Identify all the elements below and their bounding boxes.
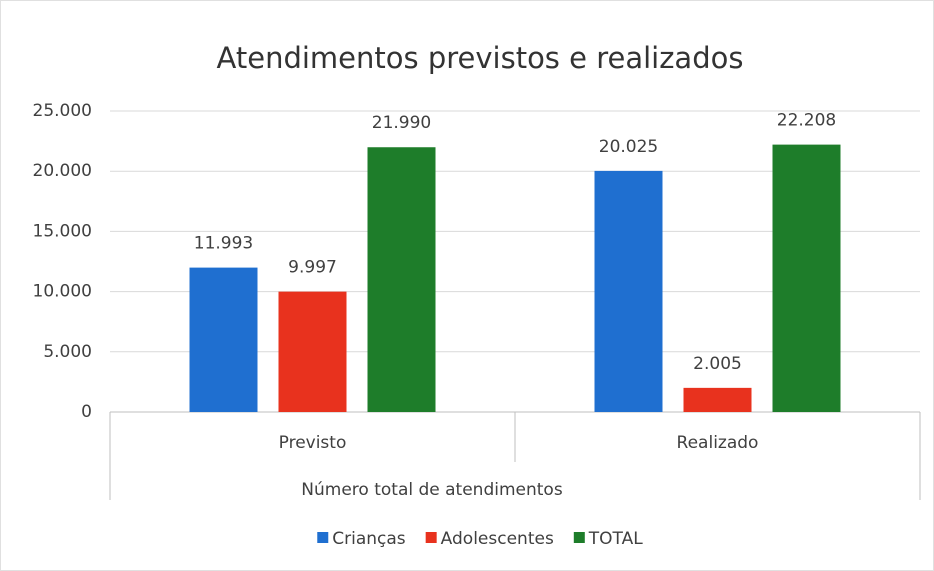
data-label: 2.005 bbox=[693, 354, 742, 374]
legend-label: TOTAL bbox=[588, 529, 643, 549]
data-label: 9.997 bbox=[288, 258, 337, 278]
x-tick-label: Previsto bbox=[279, 433, 347, 453]
bar bbox=[189, 267, 258, 412]
legend-swatch bbox=[573, 532, 585, 543]
data-label: 21.990 bbox=[372, 113, 431, 133]
x-tick-label: Realizado bbox=[677, 433, 759, 453]
y-tick-label: 10.000 bbox=[33, 282, 92, 302]
data-label: 22.208 bbox=[777, 111, 836, 131]
legend-swatch bbox=[425, 532, 437, 543]
y-tick-label: 25.000 bbox=[33, 101, 92, 121]
bar bbox=[594, 170, 663, 412]
legend-label: Crianças bbox=[332, 529, 406, 549]
y-tick-label: 0 bbox=[81, 402, 92, 422]
data-label: 11.993 bbox=[194, 234, 253, 254]
chart-title: Atendimentos previstos e realizados bbox=[217, 41, 744, 75]
legend-label: Adolescentes bbox=[441, 529, 554, 549]
bar bbox=[683, 387, 752, 412]
data-label: 20.025 bbox=[599, 137, 658, 157]
bar bbox=[367, 147, 436, 412]
x-axis-label: Número total de atendimentos bbox=[301, 480, 563, 500]
legend-swatch bbox=[317, 532, 329, 543]
y-tick-label: 15.000 bbox=[33, 221, 92, 241]
bar bbox=[772, 144, 841, 413]
bar bbox=[278, 291, 347, 412]
y-tick-label: 20.000 bbox=[33, 161, 92, 181]
y-tick-label: 5.000 bbox=[43, 342, 92, 362]
